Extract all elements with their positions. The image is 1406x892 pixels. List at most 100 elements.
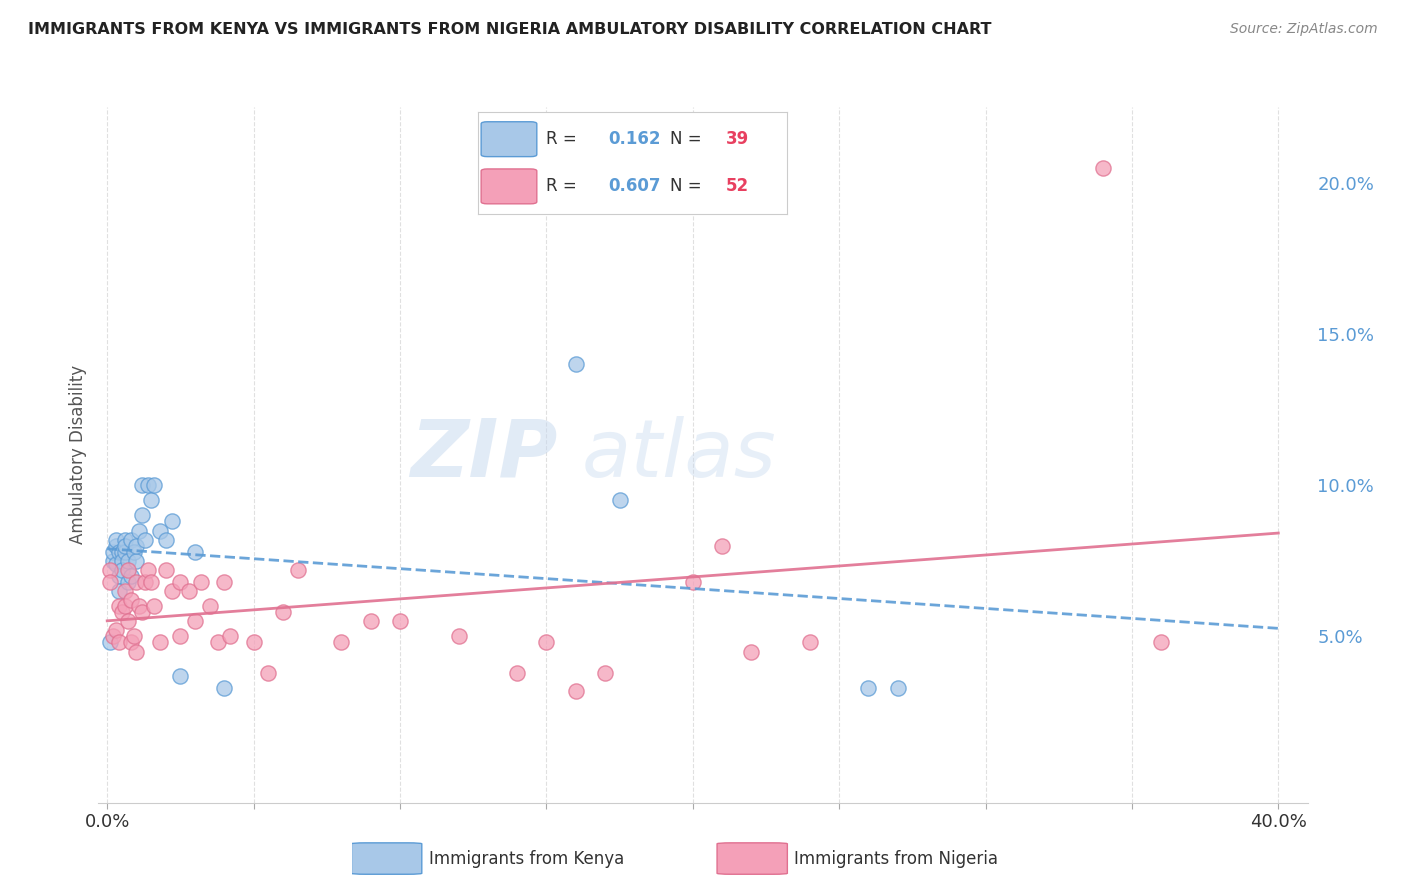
Point [104,557,127,571]
Point [122,629,145,643]
Text: N =: N = [669,178,702,195]
Point [740,644,762,658]
Point [111,554,134,568]
Point [169,574,191,589]
Text: ZIP: ZIP [411,416,558,494]
Point [125,554,148,568]
Point [593,665,616,680]
Point [609,493,631,508]
Point [360,615,382,629]
Text: Immigrants from Nigeria: Immigrants from Nigeria [794,849,998,868]
Point [101,545,124,559]
Point [117,574,139,589]
Point [536,635,558,649]
Point [179,584,201,599]
Point [160,515,183,529]
Point [117,615,139,629]
FancyBboxPatch shape [481,169,537,204]
Point [104,539,127,553]
Point [858,681,880,695]
Text: 0.607: 0.607 [607,178,661,195]
Point [120,635,142,649]
Point [160,584,183,599]
Point [198,599,221,614]
Point [257,665,280,680]
Point [101,629,124,643]
Point [120,569,142,583]
Point [108,635,131,649]
Point [136,478,159,492]
Text: N =: N = [669,130,702,148]
Text: 39: 39 [725,130,749,148]
Point [108,584,131,599]
FancyBboxPatch shape [352,843,422,874]
Point [114,599,136,614]
Point [711,539,734,553]
Point [134,574,156,589]
Point [149,635,172,649]
Point [104,533,127,547]
Point [184,615,207,629]
Point [219,629,242,643]
Point [111,545,134,559]
Point [108,569,131,583]
Text: IMMIGRANTS FROM KENYA VS IMMIGRANTS FROM NIGERIA AMBULATORY DISABILITY CORRELATI: IMMIGRANTS FROM KENYA VS IMMIGRANTS FROM… [28,22,991,37]
Point [1091,161,1114,175]
Point [120,593,142,607]
Point [682,574,704,589]
Point [1150,635,1173,649]
Point [101,554,124,568]
Point [98,574,121,589]
Point [117,563,139,577]
Text: 52: 52 [725,178,748,195]
Point [190,574,212,589]
Point [98,563,121,577]
Point [207,635,229,649]
Point [104,624,127,638]
Y-axis label: Ambulatory Disability: Ambulatory Disability [69,366,87,544]
Point [114,584,136,599]
Point [125,574,148,589]
Point [155,563,177,577]
FancyBboxPatch shape [481,122,537,157]
Point [131,508,153,523]
Point [271,605,294,619]
Point [114,539,136,553]
Point [108,599,131,614]
Point [214,681,236,695]
Text: R =: R = [546,178,576,195]
Point [108,545,131,559]
Point [98,635,121,649]
Point [134,533,156,547]
Point [155,533,177,547]
Point [506,665,529,680]
Point [111,605,134,619]
Point [111,563,134,577]
Text: R =: R = [546,130,576,148]
Point [125,644,148,658]
Point [128,599,150,614]
Point [139,493,162,508]
Point [149,524,172,538]
Point [886,681,908,695]
Text: Source: ZipAtlas.com: Source: ZipAtlas.com [1230,22,1378,37]
Point [125,539,148,553]
Point [564,684,586,698]
Point [169,669,191,683]
Point [131,478,153,492]
Point [287,563,309,577]
Point [242,635,264,649]
Point [564,357,586,371]
Point [447,629,470,643]
Point [169,629,191,643]
Point [330,635,353,649]
Point [184,545,207,559]
Point [139,574,162,589]
Point [136,563,159,577]
Point [143,478,166,492]
Point [143,599,166,614]
Text: 0.162: 0.162 [607,130,661,148]
Point [128,524,150,538]
Point [117,554,139,568]
Point [114,545,136,559]
